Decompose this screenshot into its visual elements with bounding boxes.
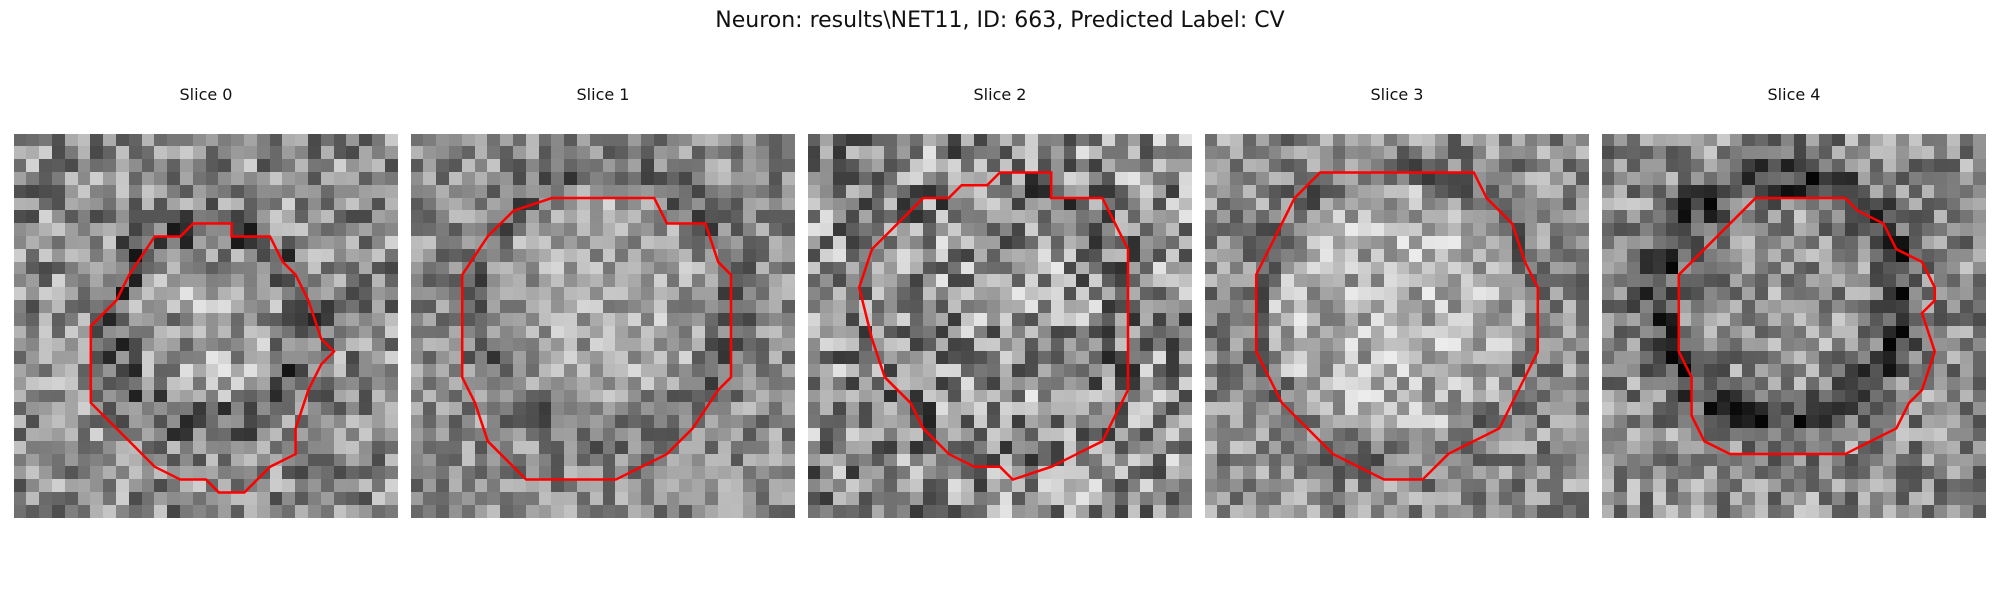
slice-title-1: Slice 1 [576, 85, 630, 104]
slice-image-4 [1602, 134, 1986, 518]
figure-title: Neuron: results\NET11, ID: 663, Predicte… [715, 8, 1285, 33]
slice-image-1 [411, 134, 795, 518]
slice-image-3 [1205, 134, 1589, 518]
slice-title-4: Slice 4 [1767, 85, 1821, 104]
slice-image-2 [808, 134, 1192, 518]
slice-title-3: Slice 3 [1370, 85, 1424, 104]
slice-image-0 [14, 134, 398, 518]
slice-title-2: Slice 2 [973, 85, 1027, 104]
slice-title-0: Slice 0 [179, 85, 233, 104]
